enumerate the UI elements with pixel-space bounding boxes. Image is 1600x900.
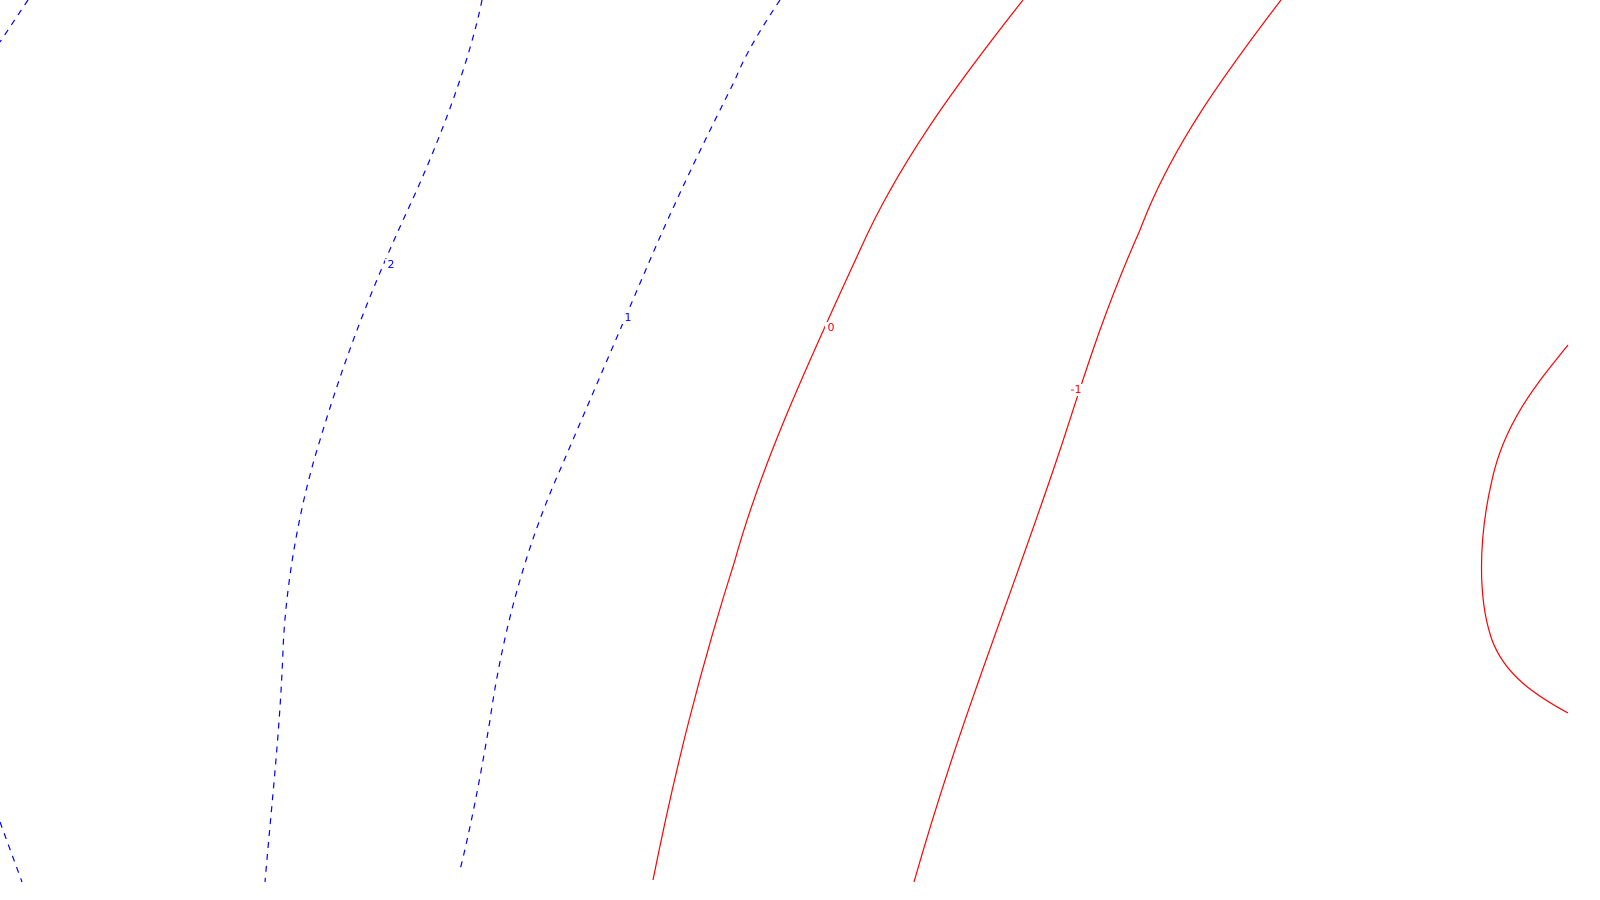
contour-1: 1 <box>459 0 781 871</box>
contour-level-label: 2 <box>388 258 395 271</box>
contour-line <box>0 0 29 43</box>
contour-line <box>652 0 1024 881</box>
contour-label-background <box>385 259 396 271</box>
contour-2: 0 <box>652 0 1024 881</box>
contour-label-background <box>1070 384 1088 396</box>
contour-label-background <box>825 322 836 334</box>
contour-line <box>1480 344 1569 714</box>
contour-level-label: 1 <box>625 311 632 324</box>
contour-level-label: -1 <box>1071 383 1082 396</box>
contour-line <box>913 0 1282 883</box>
contour-5 <box>0 0 29 43</box>
contour-level-label: 0 <box>828 321 835 334</box>
contour-line <box>0 821 23 883</box>
contour-6 <box>0 821 23 883</box>
contour-4 <box>1480 344 1569 714</box>
contour-line <box>459 0 781 871</box>
contour-3: -1 <box>913 0 1282 883</box>
contour-line <box>264 0 483 883</box>
contour-label-background <box>622 312 633 324</box>
contour-0: 2 <box>264 0 483 883</box>
